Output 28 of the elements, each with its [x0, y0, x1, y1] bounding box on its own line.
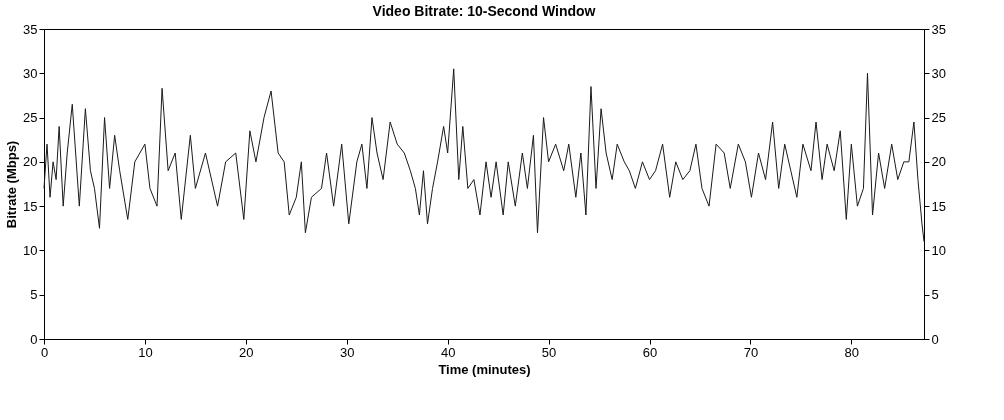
y2-tick-label: 10	[931, 242, 946, 258]
x-tick-label: 40	[440, 344, 456, 360]
x-tick-label: 70	[743, 344, 759, 360]
y-tick-label: 10	[23, 242, 38, 258]
chart-title: Video Bitrate: 10-Second Window	[372, 3, 596, 19]
x-tick-label: 50	[541, 344, 557, 360]
x-axis-title: Time (minutes)	[438, 361, 531, 377]
y-axis-title: Bitrate (Mbps)	[4, 140, 20, 229]
y-tick-label: 20	[23, 154, 38, 170]
y2-tick-label: 15	[931, 198, 946, 214]
y2-tick-label: 20	[931, 154, 946, 170]
y2-tick-label: 30	[931, 65, 946, 81]
y-tick-label: 0	[30, 331, 38, 347]
x-tick-label: 20	[239, 344, 254, 360]
x-tick-label: 10	[138, 344, 153, 360]
y2-tick-label: 5	[931, 287, 939, 303]
x-tick-label: 0	[40, 344, 49, 360]
y-tick-label: 30	[23, 65, 38, 81]
x-tick-label: 60	[642, 344, 658, 360]
y-tick-label: 25	[23, 110, 38, 126]
y2-tick-label: 35	[931, 21, 946, 37]
y2-tick-label: 25	[931, 110, 946, 126]
x-tick-label: 30	[340, 344, 355, 360]
y-tick-label: 35	[23, 21, 38, 37]
y2-tick-label: 0	[931, 331, 939, 347]
y-tick-label: 15	[23, 198, 38, 214]
x-tick-label: 80	[844, 344, 860, 360]
y-tick-label: 5	[30, 287, 38, 303]
